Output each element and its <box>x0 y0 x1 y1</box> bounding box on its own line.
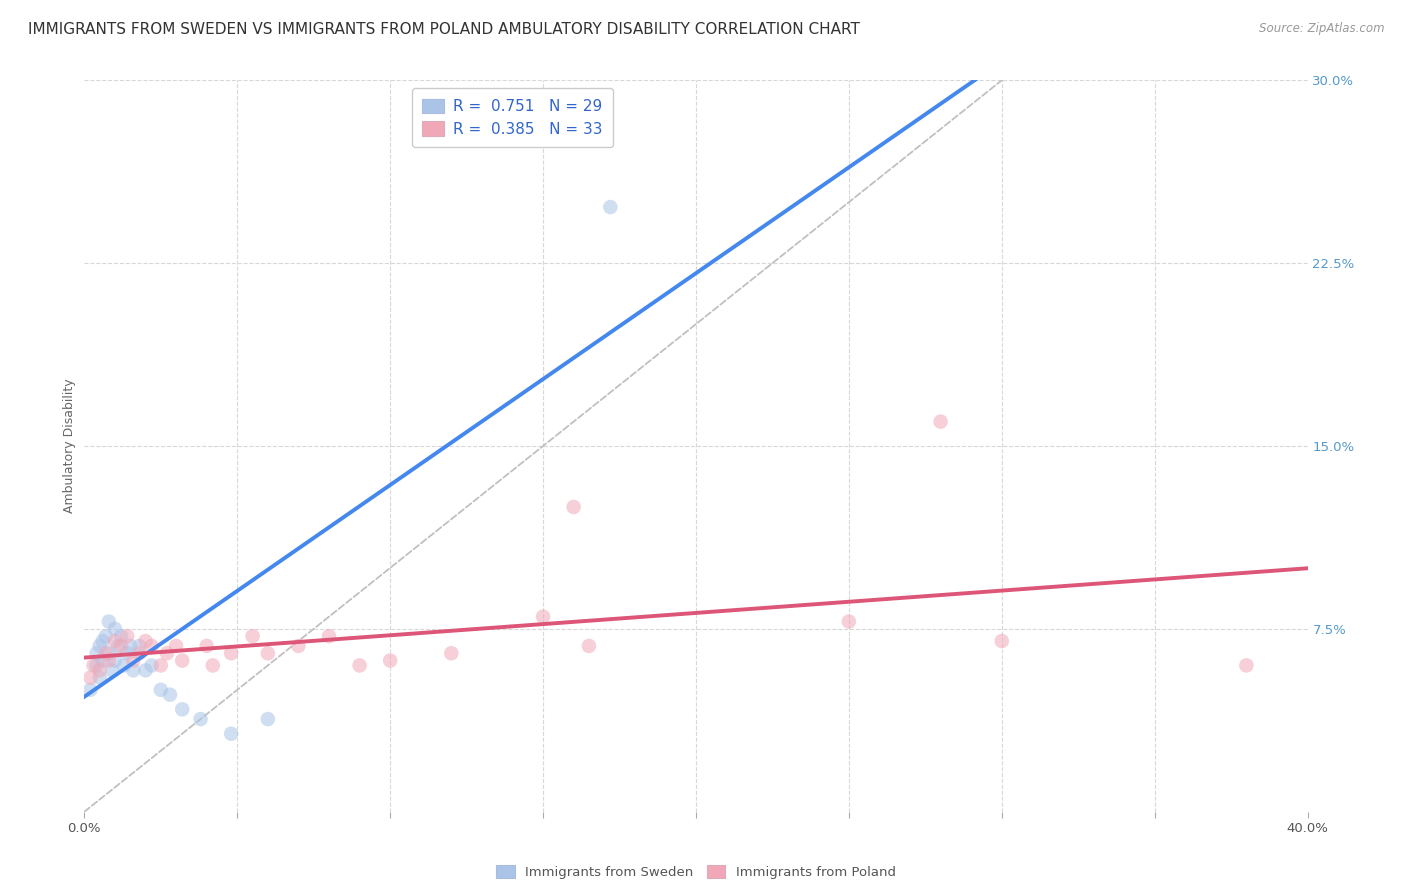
Point <box>110 629 132 643</box>
Point <box>562 500 585 514</box>
Point <box>380 654 402 668</box>
Point <box>104 654 127 668</box>
Point <box>94 646 117 660</box>
Point <box>112 658 135 673</box>
Y-axis label: Ambulatory Disability: Ambulatory Disability <box>63 379 76 513</box>
Point <box>838 615 860 629</box>
Text: IMMIGRANTS FROM SWEDEN VS IMMIGRANTS FROM POLAND AMBULATORY DISABILITY CORRELATI: IMMIGRANTS FROM SWEDEN VS IMMIGRANTS FRO… <box>28 22 860 37</box>
Point <box>287 639 309 653</box>
Point <box>257 646 280 660</box>
Point <box>349 658 371 673</box>
Point <box>104 634 127 648</box>
Point <box>156 646 179 660</box>
Point <box>531 609 554 624</box>
Point <box>89 671 111 685</box>
Point <box>79 682 101 697</box>
Point <box>599 200 621 214</box>
Point <box>120 639 142 653</box>
Point <box>89 639 111 653</box>
Point <box>219 727 242 741</box>
Point <box>318 629 340 643</box>
Point <box>165 639 187 653</box>
Point <box>257 712 280 726</box>
Point <box>115 646 138 660</box>
Text: Source: ZipAtlas.com: Source: ZipAtlas.com <box>1260 22 1385 36</box>
Point <box>91 634 114 648</box>
Point <box>149 658 172 673</box>
Point <box>991 634 1014 648</box>
Point <box>128 646 150 660</box>
Point <box>172 702 194 716</box>
Point <box>242 629 264 643</box>
Point <box>79 671 101 685</box>
Point <box>201 658 224 673</box>
Point <box>1236 658 1258 673</box>
Point <box>89 663 111 677</box>
Point <box>122 654 145 668</box>
Point <box>110 639 132 653</box>
Point <box>578 639 600 653</box>
Point <box>122 663 145 677</box>
Point <box>929 415 952 429</box>
Point <box>97 615 120 629</box>
Point <box>172 654 194 668</box>
Point <box>91 654 114 668</box>
Point <box>97 646 120 660</box>
Point <box>159 688 181 702</box>
Point <box>440 646 463 660</box>
Point <box>128 639 150 653</box>
Point <box>107 639 129 653</box>
Point <box>135 663 157 677</box>
Point <box>86 658 108 673</box>
Point <box>190 712 212 726</box>
Point <box>195 639 218 653</box>
Point <box>104 622 127 636</box>
Point <box>115 629 138 643</box>
Legend: Immigrants from Sweden, Immigrants from Poland: Immigrants from Sweden, Immigrants from … <box>489 859 903 886</box>
Point <box>101 663 124 677</box>
Point <box>219 646 242 660</box>
Point <box>149 682 172 697</box>
Point <box>97 654 120 668</box>
Point <box>141 639 163 653</box>
Point <box>141 658 163 673</box>
Point <box>135 634 157 648</box>
Point <box>86 646 108 660</box>
Point <box>83 658 105 673</box>
Point <box>94 629 117 643</box>
